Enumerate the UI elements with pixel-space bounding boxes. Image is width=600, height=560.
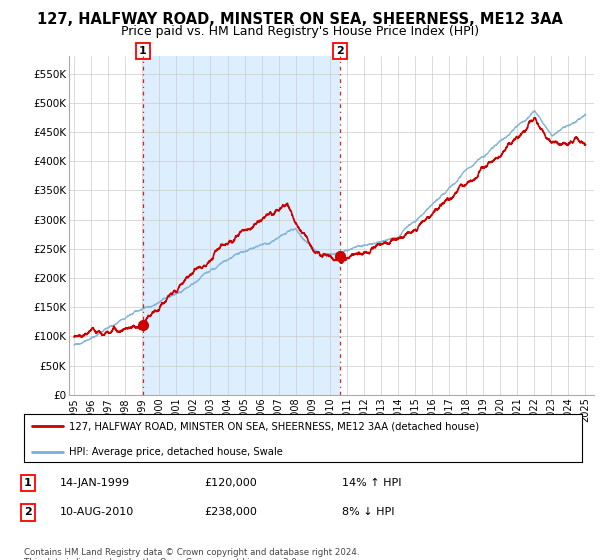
Text: 14% ↑ HPI: 14% ↑ HPI — [342, 478, 401, 488]
Text: 127, HALFWAY ROAD, MINSTER ON SEA, SHEERNESS, ME12 3AA (detached house): 127, HALFWAY ROAD, MINSTER ON SEA, SHEER… — [68, 421, 479, 431]
Bar — [143, 56, 340, 395]
Text: £120,000: £120,000 — [204, 478, 257, 488]
Text: 1: 1 — [139, 46, 147, 56]
Text: 8% ↓ HPI: 8% ↓ HPI — [342, 507, 395, 517]
Text: Price paid vs. HM Land Registry's House Price Index (HPI): Price paid vs. HM Land Registry's House … — [121, 25, 479, 38]
Text: 2: 2 — [24, 507, 32, 517]
Text: 1: 1 — [24, 478, 32, 488]
Text: Contains HM Land Registry data © Crown copyright and database right 2024.
This d: Contains HM Land Registry data © Crown c… — [24, 548, 359, 560]
Text: 2: 2 — [336, 46, 344, 56]
Text: HPI: Average price, detached house, Swale: HPI: Average price, detached house, Swal… — [68, 446, 283, 456]
Text: £238,000: £238,000 — [204, 507, 257, 517]
Text: 10-AUG-2010: 10-AUG-2010 — [60, 507, 134, 517]
Text: 14-JAN-1999: 14-JAN-1999 — [60, 478, 130, 488]
Text: 127, HALFWAY ROAD, MINSTER ON SEA, SHEERNESS, ME12 3AA: 127, HALFWAY ROAD, MINSTER ON SEA, SHEER… — [37, 12, 563, 27]
